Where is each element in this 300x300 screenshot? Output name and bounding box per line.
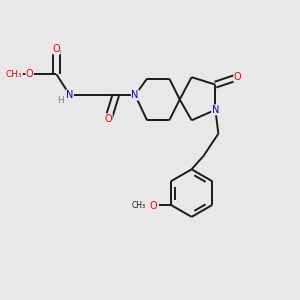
Text: N: N — [212, 105, 219, 115]
Text: O: O — [52, 44, 60, 54]
Text: O: O — [150, 201, 158, 211]
Text: CH₃: CH₃ — [6, 70, 22, 79]
Text: N: N — [66, 90, 74, 100]
Text: O: O — [234, 72, 242, 82]
Text: O: O — [26, 69, 33, 79]
Text: CH₃: CH₃ — [132, 201, 146, 210]
Text: O: O — [105, 114, 112, 124]
Text: N: N — [131, 90, 139, 100]
Text: H: H — [58, 97, 64, 106]
